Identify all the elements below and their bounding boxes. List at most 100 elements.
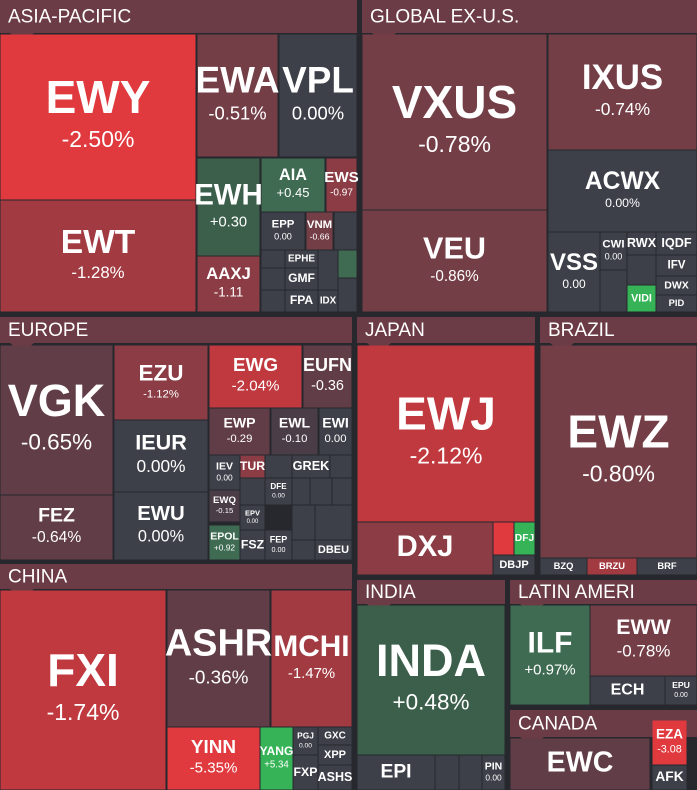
tile xyxy=(540,345,697,558)
tile-change: -2.50% xyxy=(62,126,135,152)
tile-change: 0.00 xyxy=(274,232,292,242)
tile-filler xyxy=(493,522,514,555)
tile xyxy=(319,408,352,455)
tile-ticker: VEU xyxy=(423,231,486,265)
tile xyxy=(590,676,665,705)
tile xyxy=(590,605,697,676)
tile-change: -3.08 xyxy=(657,744,682,756)
sector-header xyxy=(510,580,697,604)
tile-change: -0.80% xyxy=(582,461,655,487)
tile-ticker: EWP xyxy=(223,414,255,430)
tile-ticker: DFJ xyxy=(515,533,535,544)
tile xyxy=(240,505,265,530)
sector-title: JAPAN xyxy=(365,320,425,341)
tile xyxy=(209,455,240,490)
tile-ticker: VIDI xyxy=(631,292,652,304)
tile-change: +0.97% xyxy=(524,662,575,679)
tile-filler xyxy=(435,755,459,790)
tile-change: 0.00% xyxy=(292,103,344,124)
tile-change: -1.74% xyxy=(47,699,120,725)
tile-change: -2.04% xyxy=(232,378,280,395)
tile xyxy=(315,540,352,560)
tile xyxy=(209,408,270,455)
tile xyxy=(285,268,318,290)
tile-ticker: ECH xyxy=(611,682,645,699)
tile xyxy=(197,158,260,256)
tile xyxy=(197,256,260,312)
tile-ticker: CWI xyxy=(602,239,624,251)
tile-ticker: IEV xyxy=(216,460,233,472)
tile-filler xyxy=(600,270,627,312)
sector-header xyxy=(0,0,357,33)
tile xyxy=(318,290,338,312)
tile-filler xyxy=(332,478,352,505)
tile-ticker: EPV xyxy=(245,508,260,517)
tile xyxy=(209,490,240,522)
tile-ticker: EWA xyxy=(195,59,279,100)
tile xyxy=(0,200,196,312)
tile-ticker: EWZ xyxy=(567,406,669,458)
sector-header xyxy=(540,317,697,343)
tile-change: -1.12% xyxy=(143,388,179,400)
tile-change: +5.34 xyxy=(264,760,289,771)
sector-header xyxy=(0,564,352,589)
tile-change: 0.00 xyxy=(299,742,312,749)
tile-ticker: AFK xyxy=(655,769,683,784)
tile-change: -0.65% xyxy=(21,430,92,455)
tile-ticker: IFV xyxy=(667,259,685,272)
tile-filler xyxy=(310,478,332,505)
tile-ticker: VSS xyxy=(550,249,598,276)
tile xyxy=(260,727,293,790)
tile xyxy=(240,530,265,560)
tile-ticker: EZA xyxy=(656,727,683,742)
tile xyxy=(656,295,697,312)
tile-filler xyxy=(292,478,310,505)
tile-ticker: EWI xyxy=(322,414,349,430)
tile-change: -0.36% xyxy=(189,667,249,688)
tile-ticker: XPP xyxy=(324,749,346,761)
tile-ticker: EWY xyxy=(46,71,151,123)
tile-ticker: DWX xyxy=(664,279,689,291)
tile-change: -0.10 xyxy=(282,433,308,445)
tile-change: -0.78% xyxy=(418,131,491,157)
tile-filler xyxy=(318,250,338,290)
tile-ticker: EWQ xyxy=(213,495,236,506)
tile-ticker: EPP xyxy=(272,219,295,231)
tile-ticker: FPA xyxy=(290,293,314,307)
tile xyxy=(482,755,505,790)
tile-ticker: YINN xyxy=(191,737,236,758)
tile-change: 0.00 xyxy=(325,433,347,445)
tile-ticker: PIN xyxy=(485,760,503,772)
sector-header xyxy=(357,317,535,343)
tile xyxy=(0,590,166,790)
tile xyxy=(261,212,305,250)
tile-ticker: BRF xyxy=(657,560,677,571)
sector-title: LATIN AMERI xyxy=(518,582,635,603)
tile-change: 0.00 xyxy=(485,772,502,782)
tile xyxy=(656,232,697,255)
tile-change: 0.00 xyxy=(247,519,259,525)
tile xyxy=(0,345,113,495)
tile-filler xyxy=(240,478,265,505)
tile-filler xyxy=(292,505,315,540)
tile-ticker: YANG xyxy=(260,744,294,758)
tile xyxy=(510,738,650,790)
tile xyxy=(357,522,493,575)
tile-change: -0.15 xyxy=(216,506,234,515)
tile xyxy=(0,495,113,560)
tile-change: -0.29 xyxy=(227,433,253,445)
tile-ticker: BZQ xyxy=(554,560,574,571)
tile-ticker: EWG xyxy=(233,355,278,376)
tile xyxy=(303,345,352,408)
tile-filler xyxy=(334,212,357,250)
tile xyxy=(362,34,547,210)
tile-ticker: EWH xyxy=(194,178,263,211)
tile-ticker: EWS xyxy=(324,169,359,186)
tile-ticker: DBJP xyxy=(499,559,528,571)
tile-ticker: VXUS xyxy=(392,76,517,128)
tile-ticker: EPU xyxy=(672,680,690,690)
tile-filler xyxy=(330,455,352,478)
tile-ticker: FEP xyxy=(270,534,288,544)
tile xyxy=(318,765,352,790)
